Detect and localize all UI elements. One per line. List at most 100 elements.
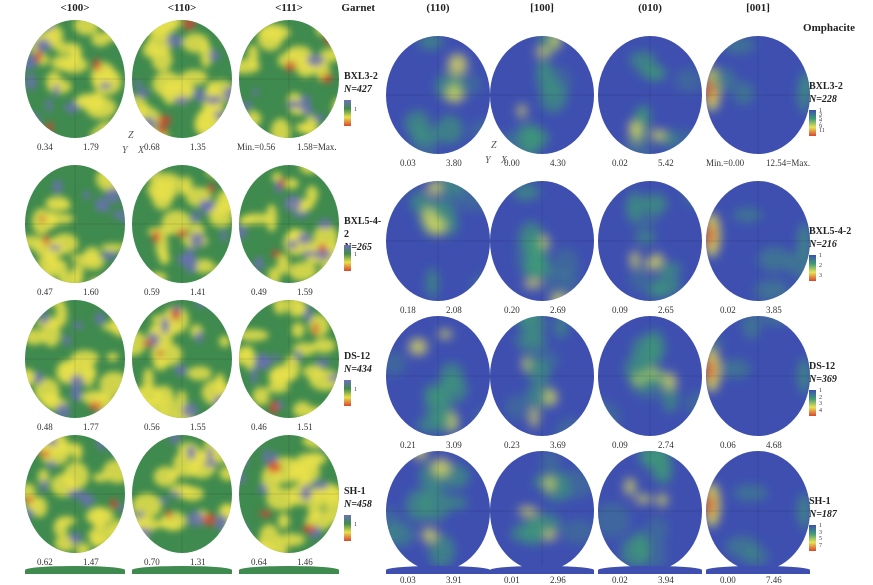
omphacite-colorbar-tick: 1 (819, 388, 822, 394)
omphacite-min-value: 0.21 (400, 440, 416, 450)
omphacite-max-value: 2.69 (550, 305, 566, 315)
omphacite-pole-figure (386, 181, 490, 301)
garnet-pole-figure (239, 20, 339, 138)
garnet-max-value: 1.47 (83, 557, 99, 567)
omphacite-colorbar (809, 255, 816, 281)
omphacite-axis-x: X (501, 155, 508, 166)
garnet-pole-figure-partial (132, 566, 232, 574)
omphacite-pole-figure-partial (706, 566, 810, 574)
omphacite-pole-figure (490, 451, 594, 571)
omphacite-colorbar-tick: 9 (819, 124, 822, 130)
garnet-axis-y: Y (122, 145, 128, 156)
garnet-axis-z: Z (128, 130, 134, 141)
omphacite-sample-count: N=369 (809, 374, 837, 385)
omphacite-pole-figure (706, 451, 810, 571)
omphacite-pole-figure (386, 36, 490, 154)
omphacite-axis-z: Z (491, 140, 497, 151)
omphacite-min-value: 0.02 (612, 158, 628, 168)
omphacite-max-value: 2.65 (658, 305, 674, 315)
garnet-sample-id: BXL5-4-2 (344, 216, 382, 240)
omphacite-max-value: 5.42 (658, 158, 674, 168)
garnet-column-header: <100> (60, 2, 90, 14)
garnet-sample-label: DS-12 N=434 (344, 350, 372, 376)
garnet-axis-x: X (138, 145, 145, 156)
omphacite-colorbar-tick: 3 (819, 273, 822, 279)
omphacite-colorbar-tick: 7 (819, 543, 822, 549)
garnet-colorbar-tick: 1 (354, 522, 357, 528)
omphacite-colorbar-tick: 1 (819, 253, 822, 259)
omphacite-max-value: 3.69 (550, 440, 566, 450)
omphacite-min-value: Min.=0.00 (706, 158, 745, 168)
omphacite-sample-count: N=216 (809, 239, 837, 250)
garnet-pole-figure-partial (239, 566, 339, 574)
omphacite-max-value: 3.94 (658, 575, 674, 585)
omphacite-sample-label: DS-12 N=369 (809, 360, 837, 386)
omphacite-min-value: 0.02 (720, 305, 736, 315)
omphacite-max-value: 3.80 (446, 158, 462, 168)
omphacite-sample-label: BXL3-2 N=228 (809, 80, 843, 106)
garnet-colorbar (344, 515, 351, 541)
garnet-colorbar (344, 380, 351, 406)
omphacite-pole-figure (598, 316, 702, 436)
garnet-panel: <100> <110> <111> Garnet 0.34 1.79 0.68 1.35 Min… (0, 0, 385, 574)
omphacite-sample-label: BXL5-4-2 N=216 (809, 225, 851, 251)
omphacite-min-value: 0.18 (400, 305, 416, 315)
garnet-min-value: 0.34 (37, 142, 53, 152)
omphacite-min-value: 0.00 (504, 158, 520, 168)
omphacite-max-value: 7.46 (766, 575, 782, 585)
garnet-column-header: <110> (167, 2, 197, 14)
garnet-sample-id: DS-12 (344, 351, 371, 362)
garnet-pole-figure (132, 165, 232, 283)
garnet-pole-figure (25, 435, 125, 553)
omphacite-min-value: 0.00 (720, 575, 736, 585)
omphacite-min-value: 0.20 (504, 305, 520, 315)
omphacite-max-value: 3.85 (766, 305, 782, 315)
omphacite-sample-id: BXL3-2 (809, 81, 843, 92)
omphacite-sample-id: BXL5-4-2 (809, 226, 852, 237)
omphacite-colorbar (809, 525, 816, 551)
omphacite-panel: (110) [100] (010) [001] Omphacite 0.03 3.80 0.0… (385, 0, 873, 585)
garnet-pole-figure (132, 300, 232, 418)
garnet-colorbar-tick: 1 (354, 387, 357, 393)
omphacite-colorbar-tick: 4 (819, 408, 822, 414)
garnet-min-value: 0.46 (251, 422, 267, 432)
garnet-pole-figure (132, 435, 232, 553)
omphacite-max-value: 3.09 (446, 440, 462, 450)
omphacite-min-value: 0.09 (612, 305, 628, 315)
omphacite-min-value: 0.06 (720, 440, 736, 450)
garnet-max-value: 1.46 (297, 557, 313, 567)
garnet-colorbar-tick: 1 (354, 252, 357, 258)
omphacite-colorbar-tick: 5 (819, 116, 822, 122)
omphacite-max-value: 2.96 (550, 575, 566, 585)
garnet-min-value: 0.47 (37, 287, 53, 297)
omphacite-pole-figure (598, 181, 702, 301)
omphacite-column-header: (010) (638, 2, 662, 14)
garnet-min-value: 0.48 (37, 422, 53, 432)
garnet-max-value: 1.51 (297, 422, 313, 432)
garnet-pole-figure-partial (25, 566, 125, 574)
omphacite-colorbar-tick: 7 (819, 120, 822, 126)
garnet-title: Garnet (341, 2, 375, 14)
omphacite-column-header: (110) (426, 2, 450, 14)
omphacite-colorbar-tick: 1 (819, 108, 822, 114)
omphacite-colorbar (809, 110, 816, 136)
omphacite-min-value: 0.02 (612, 575, 628, 585)
garnet-sample-id: SH-1 (344, 486, 366, 497)
omphacite-pole-figure (598, 451, 702, 571)
omphacite-min-value: 0.03 (400, 158, 416, 168)
omphacite-colorbar-tick: 3 (819, 112, 822, 118)
garnet-pole-figure (25, 20, 125, 138)
garnet-max-value: 1.60 (83, 287, 99, 297)
omphacite-colorbar (809, 390, 816, 416)
omphacite-max-value: 4.68 (766, 440, 782, 450)
omphacite-pole-figure (706, 181, 810, 301)
garnet-max-value: 1.35 (190, 142, 206, 152)
omphacite-sample-count: N=187 (809, 509, 837, 520)
omphacite-min-value: 0.01 (504, 575, 520, 585)
garnet-max-value: 1.55 (190, 422, 206, 432)
garnet-sample-label: SH-1 N=458 (344, 485, 372, 511)
omphacite-pole-figure-partial (598, 566, 702, 574)
omphacite-sample-id: DS-12 (809, 361, 836, 372)
